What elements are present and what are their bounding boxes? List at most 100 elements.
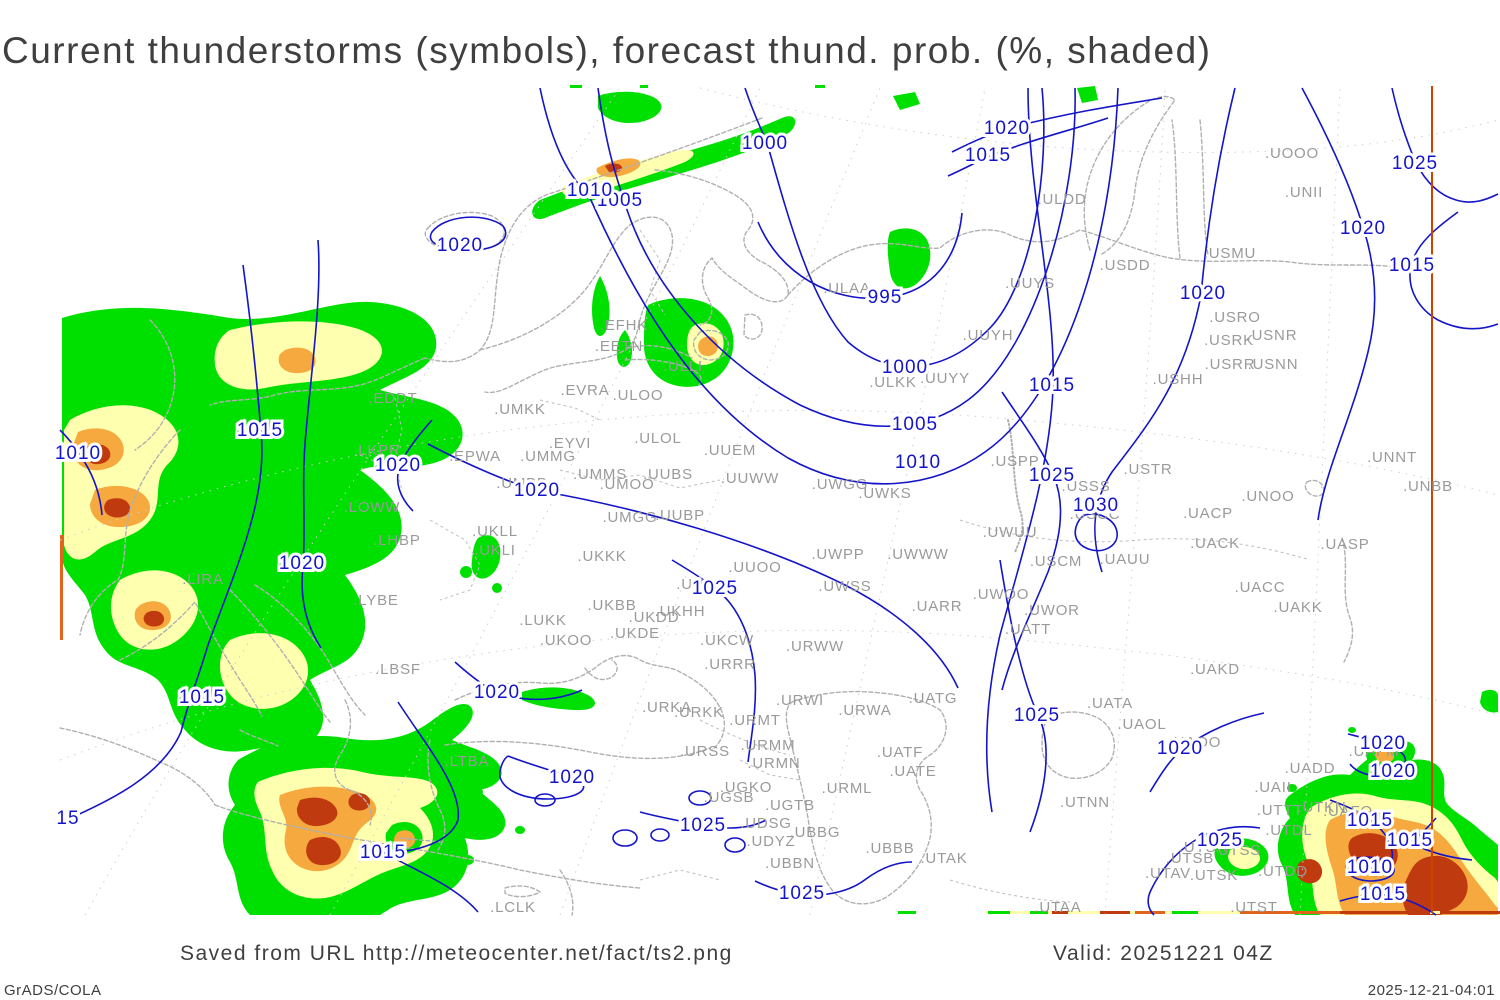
station-code-label: .ULDD [1037, 191, 1086, 208]
station-code-label: .URKA [642, 699, 692, 716]
station-code-label: .UKKK [577, 548, 626, 565]
footer-timestamp: 2025-12-21-04:01 [1367, 982, 1495, 999]
station-code-label: .LIRA [182, 571, 224, 588]
station-code-label: .EDDT [369, 390, 418, 407]
map-title: Current thunderstorms (symbols), forecas… [2, 30, 1212, 71]
station-code-label: .EETN [595, 338, 643, 355]
station-code-label: .UATE [889, 763, 936, 780]
station-code-label: .UUYH [963, 327, 1014, 344]
station-code-label: .UATG [909, 690, 958, 707]
station-code-label: .UUOB [676, 576, 728, 593]
footer-source-url: Saved from URL http://meteocenter.net/fa… [180, 942, 733, 965]
station-code-label: .UMMS [573, 466, 627, 483]
station-code-label: .UKDE [610, 625, 660, 642]
country-borders [359, 229, 1311, 903]
isobar-value-label: 1020 [375, 455, 421, 476]
station-code-label: .USTR [1124, 461, 1173, 478]
station-code-label: .UARR [912, 598, 963, 615]
station-code-label: .USNR [1247, 327, 1298, 344]
station-code-label: .ULKK [869, 374, 916, 391]
isobar-value-label: 1030 [1073, 495, 1119, 516]
isobar-value-label: 1020 [1157, 738, 1203, 759]
station-code-label: .ULAA [823, 280, 870, 297]
station-code-label: .UNII [1285, 184, 1323, 201]
station-code-label: .UACK [1190, 535, 1240, 552]
isobar-value-label: 1005 [597, 190, 643, 211]
station-code-label: .UTSB [1166, 850, 1214, 867]
station-code-label: .LTBA [445, 753, 490, 770]
isobar-value-label: 1020 [1180, 283, 1226, 304]
isobar-value-label: 1015 [1387, 830, 1433, 851]
isobar-value-label: 1020 [514, 480, 560, 501]
probability-shading [60, 85, 1500, 915]
station-code-label: .UBBB [865, 840, 914, 857]
station-code-label: .LKPR [353, 442, 400, 459]
station-code-label: .UWWW [887, 546, 949, 563]
station-code-label: .UTST [1230, 899, 1277, 916]
station-code-label: .UUEM [704, 442, 756, 459]
station-code-label: .UTKN [1298, 799, 1347, 816]
isobar-value-label: 1000 [882, 357, 928, 378]
station-code-label: .UMOO [600, 476, 655, 493]
isobar-value-label: 1025 [1392, 153, 1438, 174]
station-code-label: .ULOO [613, 387, 664, 404]
station-code-label: .UATF [877, 744, 923, 761]
station-code-label: .USPP [990, 453, 1039, 470]
station-code-label: .UKLI [474, 542, 516, 559]
station-code-label: .URML [822, 780, 873, 797]
station-code-label: .UMBB [496, 475, 548, 492]
isobar-value-label: 1015 [360, 842, 406, 863]
station-code-label: .UUOO [728, 559, 781, 576]
station-code-label: .URMN [747, 755, 800, 772]
station-code-label: .USMU [1204, 245, 1256, 262]
station-code-label: .UTTT [1257, 802, 1304, 819]
station-code-label: .UDSG [740, 815, 792, 832]
station-code-label: .UTSK [1190, 867, 1238, 884]
station-code-label: .LOWW [344, 499, 401, 516]
isobar-value-label: 995 [868, 287, 903, 308]
station-code-label: .UTAK [920, 850, 967, 867]
isobar-value-label: 1025 [692, 578, 738, 599]
station-code-label: .USSS [1061, 478, 1110, 495]
station-code-label: .URMT [729, 712, 781, 729]
station-code-label: .EVRA [560, 382, 609, 399]
station-code-label: .UUBS [643, 466, 693, 483]
station-code-label: .ULLI [663, 358, 703, 375]
station-code-label: .UACC [1235, 579, 1286, 596]
isobar-value-label: 1020 [437, 235, 483, 256]
isobar-value-label: 1025 [779, 883, 825, 904]
isobar-value-label: 1015 [1360, 884, 1406, 905]
station-code-label: .EYVI [549, 435, 591, 452]
station-code-label: .UWKS [858, 485, 911, 502]
isobar-value-label: 1020 [1360, 733, 1406, 754]
station-code-label: .UNNT [1367, 449, 1417, 466]
isobar-value-label: 1020 [279, 553, 325, 574]
station-code-label: .ULOL [634, 430, 681, 447]
station-code-label: .LHBP [373, 532, 420, 549]
footer-grads-credit: GrADS/COLA [4, 982, 102, 999]
station-code-label: .USRO [1209, 309, 1261, 326]
isobar-value-label: 1020 [474, 682, 520, 703]
station-code-label: .UADD [1285, 760, 1336, 777]
station-code-label: .LUKK [519, 612, 566, 629]
station-code-label: .UUWW [721, 470, 779, 487]
station-code-label: .UASP [1320, 536, 1369, 553]
isobar-value-label: 1015 [1347, 810, 1393, 831]
station-code-label: .UBBG [790, 824, 841, 841]
isobar-value-label: 1025 [680, 815, 726, 836]
station-code-label: .LBSF [375, 661, 421, 678]
station-code-label: .URWW [786, 638, 844, 655]
isobar-value-label: 1015 [179, 687, 225, 708]
station-code-label: .UGTB [765, 797, 815, 814]
station-code-label: .USRR [1205, 356, 1256, 373]
station-code-label: .UWOO [973, 586, 1030, 603]
station-code-label: .UGKO [720, 779, 772, 796]
isobar-value-label: 1015 [1389, 255, 1435, 276]
station-code-label: .UAOO [1169, 734, 1221, 751]
station-code-label: .USRK [1204, 332, 1254, 349]
isobar-value-label: 1015 [965, 145, 1011, 166]
station-code-label: .UNBB [1403, 478, 1453, 495]
station-code-label: .USCC [1070, 506, 1121, 523]
isobar-value-label: 1020 [1340, 218, 1386, 239]
